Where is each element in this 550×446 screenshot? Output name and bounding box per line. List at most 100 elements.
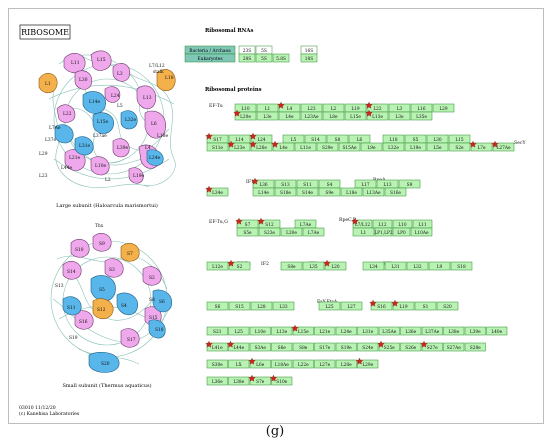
gene-box[interactable]: S25e xyxy=(377,340,400,352)
gene-box[interactable]: S27Ae xyxy=(443,342,465,352)
gene-box[interactable]: L11 xyxy=(412,219,433,229)
gene-box[interactable]: S16 xyxy=(369,299,393,311)
gene-box[interactable]: L3e xyxy=(388,111,411,121)
gene-box[interactable]: L35Ae xyxy=(378,326,400,336)
gene-box[interactable]: S1 xyxy=(414,301,437,311)
gene-box[interactable]: S6e xyxy=(271,342,293,352)
gene-box[interactable]: L36 xyxy=(251,177,275,189)
gene-box[interactable]: L13e xyxy=(271,326,293,336)
gene-box[interactable]: L15e xyxy=(344,111,367,121)
gene-box[interactable]: S14 xyxy=(304,134,327,144)
gene-box[interactable]: L3e xyxy=(256,111,279,121)
gene-box[interactable]: L13e xyxy=(365,109,389,121)
gene-box[interactable]: L30e xyxy=(280,227,303,237)
gene-box[interactable]: L10Ae xyxy=(410,227,433,237)
gene-box[interactable]: L32 xyxy=(406,261,429,271)
gene-box[interactable]: L7/L12 xyxy=(351,217,373,229)
gene-box[interactable]: S7e xyxy=(248,374,271,386)
gene-box[interactable]: L17 xyxy=(354,179,377,189)
gene-box[interactable]: S2e xyxy=(448,142,471,152)
gene-box[interactable]: 16S xyxy=(300,45,318,55)
gene-box[interactable]: L14 xyxy=(228,134,251,144)
gene-box[interactable]: L10e xyxy=(249,326,271,336)
gene-box[interactable]: L19 xyxy=(344,103,367,113)
gene-box[interactable]: LX xyxy=(228,359,250,369)
gene-box[interactable]: L28e xyxy=(335,359,357,369)
gene-box[interactable]: L18 xyxy=(382,134,405,144)
gene-box[interactable]: 23S xyxy=(238,45,256,55)
gene-box[interactable]: L4e xyxy=(271,140,295,152)
gene-box[interactable]: L34 xyxy=(362,261,385,271)
gene-box[interactable]: L23e xyxy=(227,140,251,152)
gene-box[interactable]: L16 xyxy=(410,103,433,113)
gene-box[interactable]: S18e xyxy=(274,187,297,197)
gene-box[interactable]: L41e xyxy=(205,340,228,352)
gene-box[interactable]: L27 xyxy=(340,301,363,311)
gene-box[interactable]: L13Ae xyxy=(362,187,385,197)
gene-box[interactable]: S18 xyxy=(450,261,473,271)
gene-box[interactable]: L6 xyxy=(348,134,371,144)
gene-box[interactable]: L12e xyxy=(206,261,229,271)
gene-box[interactable]: L10 xyxy=(234,103,257,113)
gene-box[interactable]: S2 xyxy=(227,259,251,271)
gene-box[interactable]: S15 xyxy=(228,301,251,311)
gene-box[interactable]: L30 xyxy=(426,134,449,144)
gene-box[interactable]: L6e xyxy=(248,357,271,369)
gene-box[interactable]: L39e xyxy=(464,326,486,336)
gene-box[interactable]: S7 xyxy=(235,217,259,229)
gene-box[interactable]: L13 xyxy=(376,179,399,189)
gene-box[interactable]: L19e xyxy=(404,142,427,152)
gene-box[interactable]: L36e xyxy=(206,376,228,386)
gene-box[interactable]: S19e xyxy=(335,342,357,352)
gene-box[interactable]: L35e xyxy=(410,111,433,121)
gene-box[interactable]: S21 xyxy=(206,326,228,336)
gene-box[interactable]: S8e xyxy=(280,261,303,271)
gene-box[interactable]: S16e xyxy=(384,187,407,197)
gene-box[interactable]: 5S xyxy=(255,53,273,63)
gene-box[interactable]: 5S xyxy=(255,45,273,55)
gene-box[interactable]: LP1,LP2 xyxy=(374,227,393,237)
gene-box[interactable]: S26e xyxy=(400,342,422,352)
gene-box[interactable]: S11 xyxy=(296,179,319,189)
gene-box[interactable]: S9e xyxy=(318,187,341,197)
gene-box[interactable]: L37Ae xyxy=(421,326,443,336)
gene-box[interactable]: L4e xyxy=(278,111,301,121)
gene-box[interactable]: S20 xyxy=(436,301,459,311)
gene-box[interactable]: L27Ae xyxy=(491,140,515,152)
gene-box[interactable]: S17e xyxy=(314,342,336,352)
gene-box[interactable]: LP0 xyxy=(392,227,411,237)
gene-box[interactable]: L24e xyxy=(335,326,357,336)
gene-box[interactable]: L25 xyxy=(228,326,250,336)
gene-box[interactable]: S27e xyxy=(420,340,443,352)
gene-box[interactable]: S29e xyxy=(316,142,339,152)
gene-box[interactable]: L5 xyxy=(282,134,305,144)
gene-box[interactable]: L32e xyxy=(382,142,405,152)
gene-box[interactable]: 18S xyxy=(300,53,318,63)
gene-box[interactable]: L3 xyxy=(388,103,411,113)
gene-box[interactable]: L7Ae xyxy=(302,227,325,237)
gene-box[interactable]: L10 xyxy=(392,219,413,229)
gene-box[interactable]: L18Ae xyxy=(271,359,293,369)
gene-box[interactable]: L27e xyxy=(314,359,336,369)
gene-box[interactable]: L7e xyxy=(469,140,493,152)
gene-box[interactable]: L15e xyxy=(291,324,314,336)
gene-box[interactable]: L1 xyxy=(352,227,375,237)
gene-box[interactable]: S8e xyxy=(292,342,314,352)
gene-box[interactable]: L4 xyxy=(277,101,301,113)
gene-box[interactable]: S5 xyxy=(404,134,427,144)
gene-box[interactable]: L21e xyxy=(314,326,336,336)
gene-box[interactable]: L26e xyxy=(249,140,273,152)
gene-box[interactable]: S8 xyxy=(326,134,349,144)
gene-box[interactable]: L15 xyxy=(448,134,471,144)
gene-box[interactable]: L1 xyxy=(256,103,279,113)
gene-box[interactable]: S28e xyxy=(464,342,486,352)
gene-box[interactable]: L31 xyxy=(384,261,407,271)
gene-box[interactable]: L12 xyxy=(372,219,393,229)
gene-box[interactable]: L28 xyxy=(250,301,273,311)
gene-box[interactable]: S11e xyxy=(206,142,229,152)
gene-box[interactable]: S30e xyxy=(206,359,228,369)
gene-box[interactable]: L31e xyxy=(357,326,379,336)
gene-box[interactable]: L14e xyxy=(252,187,275,197)
gene-box[interactable]: L44e xyxy=(226,340,250,352)
gene-box[interactable]: L2 xyxy=(322,103,345,113)
